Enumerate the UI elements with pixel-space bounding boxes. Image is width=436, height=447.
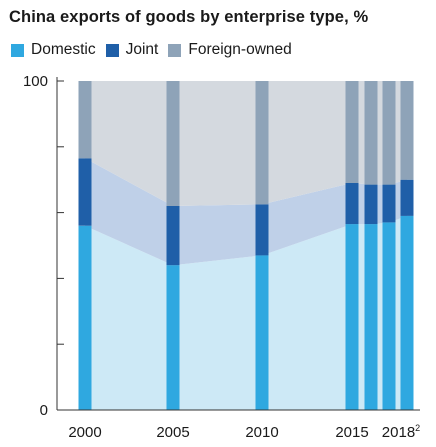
bar-joint-2000 (78, 158, 92, 226)
bar-foreign-owned-2018 (400, 81, 414, 180)
y-tick-label-0: 0 (40, 402, 48, 419)
bar-domestic-2005 (166, 265, 180, 410)
legend-item-foreign-owned: Foreign-owned (168, 41, 292, 59)
bar-domestic-2017 (382, 222, 396, 410)
bar-foreign-owned-2017 (382, 81, 396, 185)
bar-foreign-owned-2000 (78, 81, 92, 159)
band-foreign-owned (85, 81, 407, 206)
legend-label-foreign-owned: Foreign-owned (188, 41, 292, 58)
bar-domestic-2018 (400, 215, 414, 410)
x-tick-label-2010: 2010 (245, 424, 278, 441)
bar-joint-2010 (255, 204, 269, 256)
bar-domestic-2010 (255, 255, 269, 410)
bar-foreign-owned-2016 (364, 81, 378, 185)
bar-joint-2005 (166, 206, 180, 266)
band-domestic (85, 215, 407, 410)
legend-item-joint: Joint (105, 41, 159, 59)
band-joint (85, 158, 407, 266)
bar-domestic-2016 (364, 224, 378, 410)
bar-joint-2015 (345, 183, 359, 225)
x-tick-label-2005: 2005 (156, 424, 189, 441)
legend-swatch-domestic (11, 43, 24, 57)
bar-domestic-2000 (78, 225, 92, 410)
chart-title: China exports of goods by enterprise typ… (9, 8, 369, 26)
x-tick-footnote: 2 (415, 423, 420, 433)
bar-foreign-owned-2015 (345, 81, 359, 183)
x-tick-label-2015: 2015 (335, 424, 368, 441)
legend-swatch-joint (105, 43, 119, 57)
x-tick-label-2000: 2000 (68, 424, 101, 441)
bar-foreign-owned-2010 (255, 81, 269, 205)
bar-domestic-2015 (345, 224, 359, 410)
bar-joint-2018 (400, 179, 414, 216)
bar-foreign-owned-2005 (166, 81, 180, 206)
legend-label-domestic: Domestic (31, 41, 96, 58)
legend-label-joint: Joint (125, 41, 159, 58)
y-tick-label-100: 100 (23, 73, 48, 90)
bar-joint-2016 (364, 184, 378, 225)
legend-swatch-foreign-owned (168, 43, 182, 57)
x-tick-label-2018: 20182 (382, 423, 420, 441)
bar-joint-2017 (382, 184, 396, 223)
legend: Domestic Joint Foreign-owned (11, 41, 302, 59)
legend-item-domestic: Domestic (11, 41, 96, 59)
